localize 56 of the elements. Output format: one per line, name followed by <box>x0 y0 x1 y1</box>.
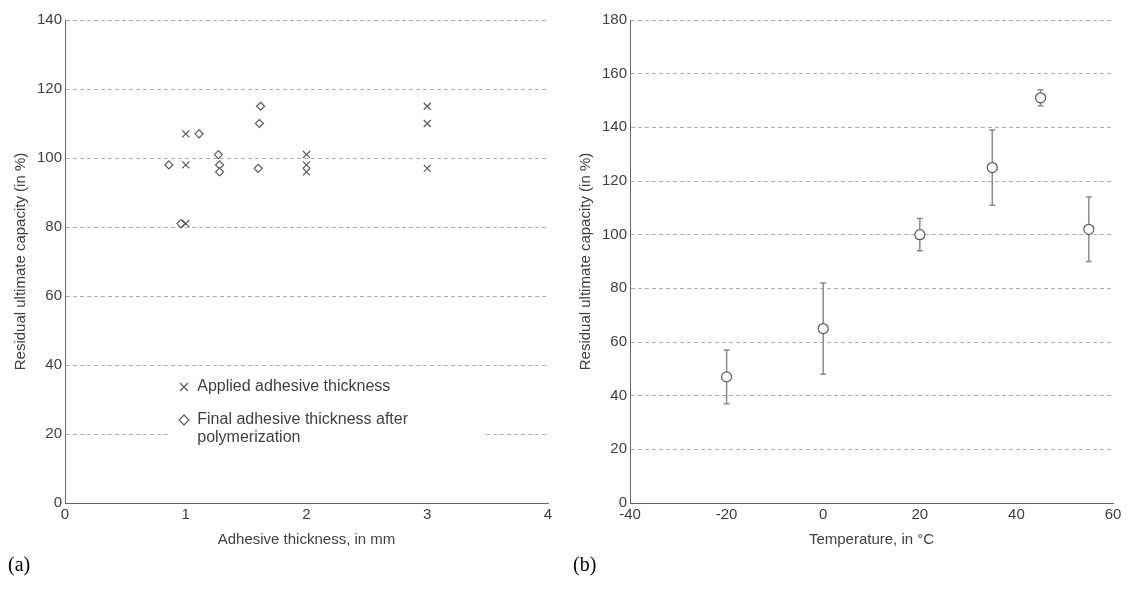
point <box>214 160 225 170</box>
y-tick-label: 20 <box>45 424 63 442</box>
point <box>1083 223 1095 235</box>
point <box>164 160 174 170</box>
point <box>423 119 432 128</box>
point <box>176 218 186 229</box>
y-tick-label: 80 <box>610 278 628 296</box>
point <box>254 118 265 129</box>
point <box>181 129 190 138</box>
x-tick-label: 20 <box>911 505 929 523</box>
point <box>914 229 926 241</box>
y-tick-label: 140 <box>37 10 63 28</box>
y-tick-label: 40 <box>610 385 628 403</box>
x-tick-label: 0 <box>819 505 828 523</box>
y-tick-label: 40 <box>45 355 63 373</box>
y-tick-label: 140 <box>602 117 628 135</box>
point <box>213 149 223 160</box>
y-tick-label: 160 <box>602 63 628 81</box>
y-tick-label: 120 <box>602 171 628 189</box>
legend-label: Final adhesive thickness after polymerization <box>197 410 410 446</box>
x-tick-label: 1 <box>181 505 190 523</box>
point <box>214 167 225 177</box>
x-tick-label: 4 <box>543 505 553 523</box>
y-tick-label: 180 <box>602 10 628 28</box>
x-axis-title: Temperature, in °C <box>808 530 935 548</box>
y-tick-label: 60 <box>610 332 628 350</box>
y-tick-label: 100 <box>602 224 628 242</box>
point <box>721 371 733 383</box>
x-axis-title: Adhesive thickness, in mm <box>217 530 396 548</box>
x-tick-label: 60 <box>1104 505 1122 523</box>
y-axis-title: Residual ultimate capacity (in %) <box>11 152 29 371</box>
x-tick-label: 3 <box>423 505 432 523</box>
legend-label: Applied adhesive thickness <box>197 377 391 395</box>
y-tick-label: 0 <box>53 493 63 511</box>
point <box>423 164 432 173</box>
point <box>256 101 266 111</box>
point <box>253 163 263 173</box>
y-tick-label: 20 <box>610 439 628 457</box>
x-tick-label: 2 <box>302 505 311 523</box>
point <box>302 150 311 159</box>
point <box>986 161 998 174</box>
point <box>181 219 190 228</box>
point <box>194 129 204 139</box>
y-tick-label: 0 <box>618 493 628 511</box>
x-tick-label: 40 <box>1008 505 1025 523</box>
x-tick-label: -20 <box>715 505 738 523</box>
point <box>817 322 829 335</box>
point <box>423 102 432 111</box>
y-tick-label: 80 <box>45 217 63 235</box>
y-tick-label: 120 <box>37 79 63 97</box>
y-tick-label: 60 <box>45 286 63 304</box>
text: (b) <box>573 553 598 576</box>
point <box>181 160 190 170</box>
y-tick-label: 100 <box>37 148 63 166</box>
text: (a) <box>8 553 32 576</box>
y-axis-title: Residual ultimate capacity (in %) <box>576 152 594 371</box>
